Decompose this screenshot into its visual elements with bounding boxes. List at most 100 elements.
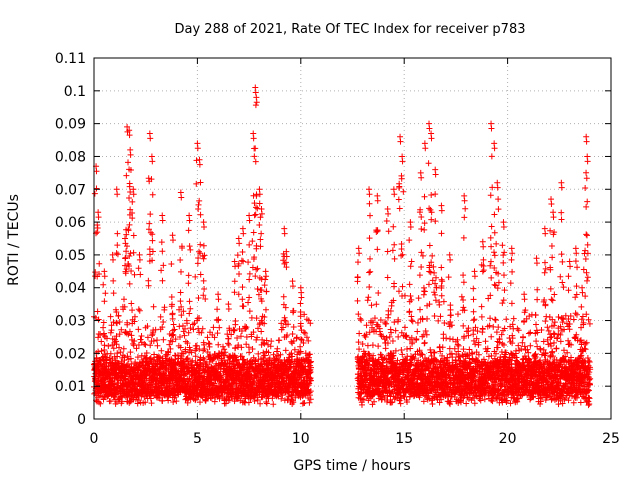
data-point [245,399,252,406]
data-point [177,344,184,351]
data-point [306,392,313,399]
data-point [144,323,151,330]
data-point [267,343,274,350]
data-point [250,329,257,336]
data-point [133,345,140,352]
data-point [238,344,245,351]
data-point [458,293,465,300]
data-point [249,346,256,353]
data-point [148,400,155,407]
data-point [356,346,363,353]
data-point [97,331,104,338]
data-point [397,400,404,407]
data-point [388,389,395,396]
data-point [408,317,415,324]
data-point [199,325,206,332]
data-point [249,238,256,245]
data-point [246,308,253,315]
data-point [243,324,250,331]
data-point [487,234,494,241]
data-point [383,334,390,341]
data-point [143,349,150,356]
data-point [172,392,179,399]
data-point [301,399,308,406]
data-point [182,338,189,345]
data-point [364,297,371,304]
data-point [190,326,197,333]
data-point [390,352,397,359]
data-point [185,329,192,336]
data-point [421,339,428,346]
data-point [124,321,131,328]
data-point [395,333,402,340]
data-point [291,346,298,353]
data-point [192,353,199,360]
data-point [279,392,286,399]
data-point [205,340,212,347]
data-point [219,343,226,350]
data-point [414,328,421,335]
data-point [255,350,262,357]
data-point [272,357,279,364]
data-point [96,399,103,406]
data-point [359,340,366,347]
data-point [285,321,292,328]
data-point [382,345,389,352]
data-point [298,336,305,343]
data-point [389,399,396,406]
data-point [265,349,272,356]
data-point [165,349,172,356]
data-point [178,303,185,310]
data-point [110,345,117,352]
data-point [492,317,499,324]
data-point [149,231,156,238]
data-point [383,355,390,362]
data-point [254,334,261,341]
data-point [210,355,217,362]
data-point [363,322,370,329]
data-point [202,296,209,303]
data-point [463,400,470,407]
data-point [369,319,376,326]
data-point [436,301,443,308]
data-point [301,311,308,318]
data-point [152,326,159,333]
data-point [357,315,364,322]
data-point [369,342,376,349]
data-point [241,398,248,405]
data-point [95,334,102,341]
data-point [235,342,242,349]
data-point [431,349,438,356]
data-point [409,318,416,325]
data-point [478,313,485,320]
data-point [233,356,240,363]
data-point [367,268,374,275]
data-point [245,344,252,351]
data-point [238,353,245,360]
data-point [159,397,166,404]
data-point [306,399,313,406]
data-point [363,331,370,338]
data-point [184,399,191,406]
data-point [147,342,154,349]
data-point [365,294,372,301]
data-point [401,292,408,299]
data-point [142,399,149,406]
data-point [200,347,207,354]
data-point [98,361,105,368]
data-point [358,401,365,408]
data-point [187,325,194,332]
data-point [128,267,135,274]
data-point [116,344,123,351]
data-point [384,340,391,347]
data-point [274,345,281,352]
data-point [495,324,502,331]
data-point [268,338,275,345]
data-point [488,333,495,340]
data-point [371,315,378,322]
data-point [176,323,183,330]
data-point [258,317,265,324]
data-point [293,334,300,341]
data-point [258,328,265,335]
data-point [424,315,431,322]
